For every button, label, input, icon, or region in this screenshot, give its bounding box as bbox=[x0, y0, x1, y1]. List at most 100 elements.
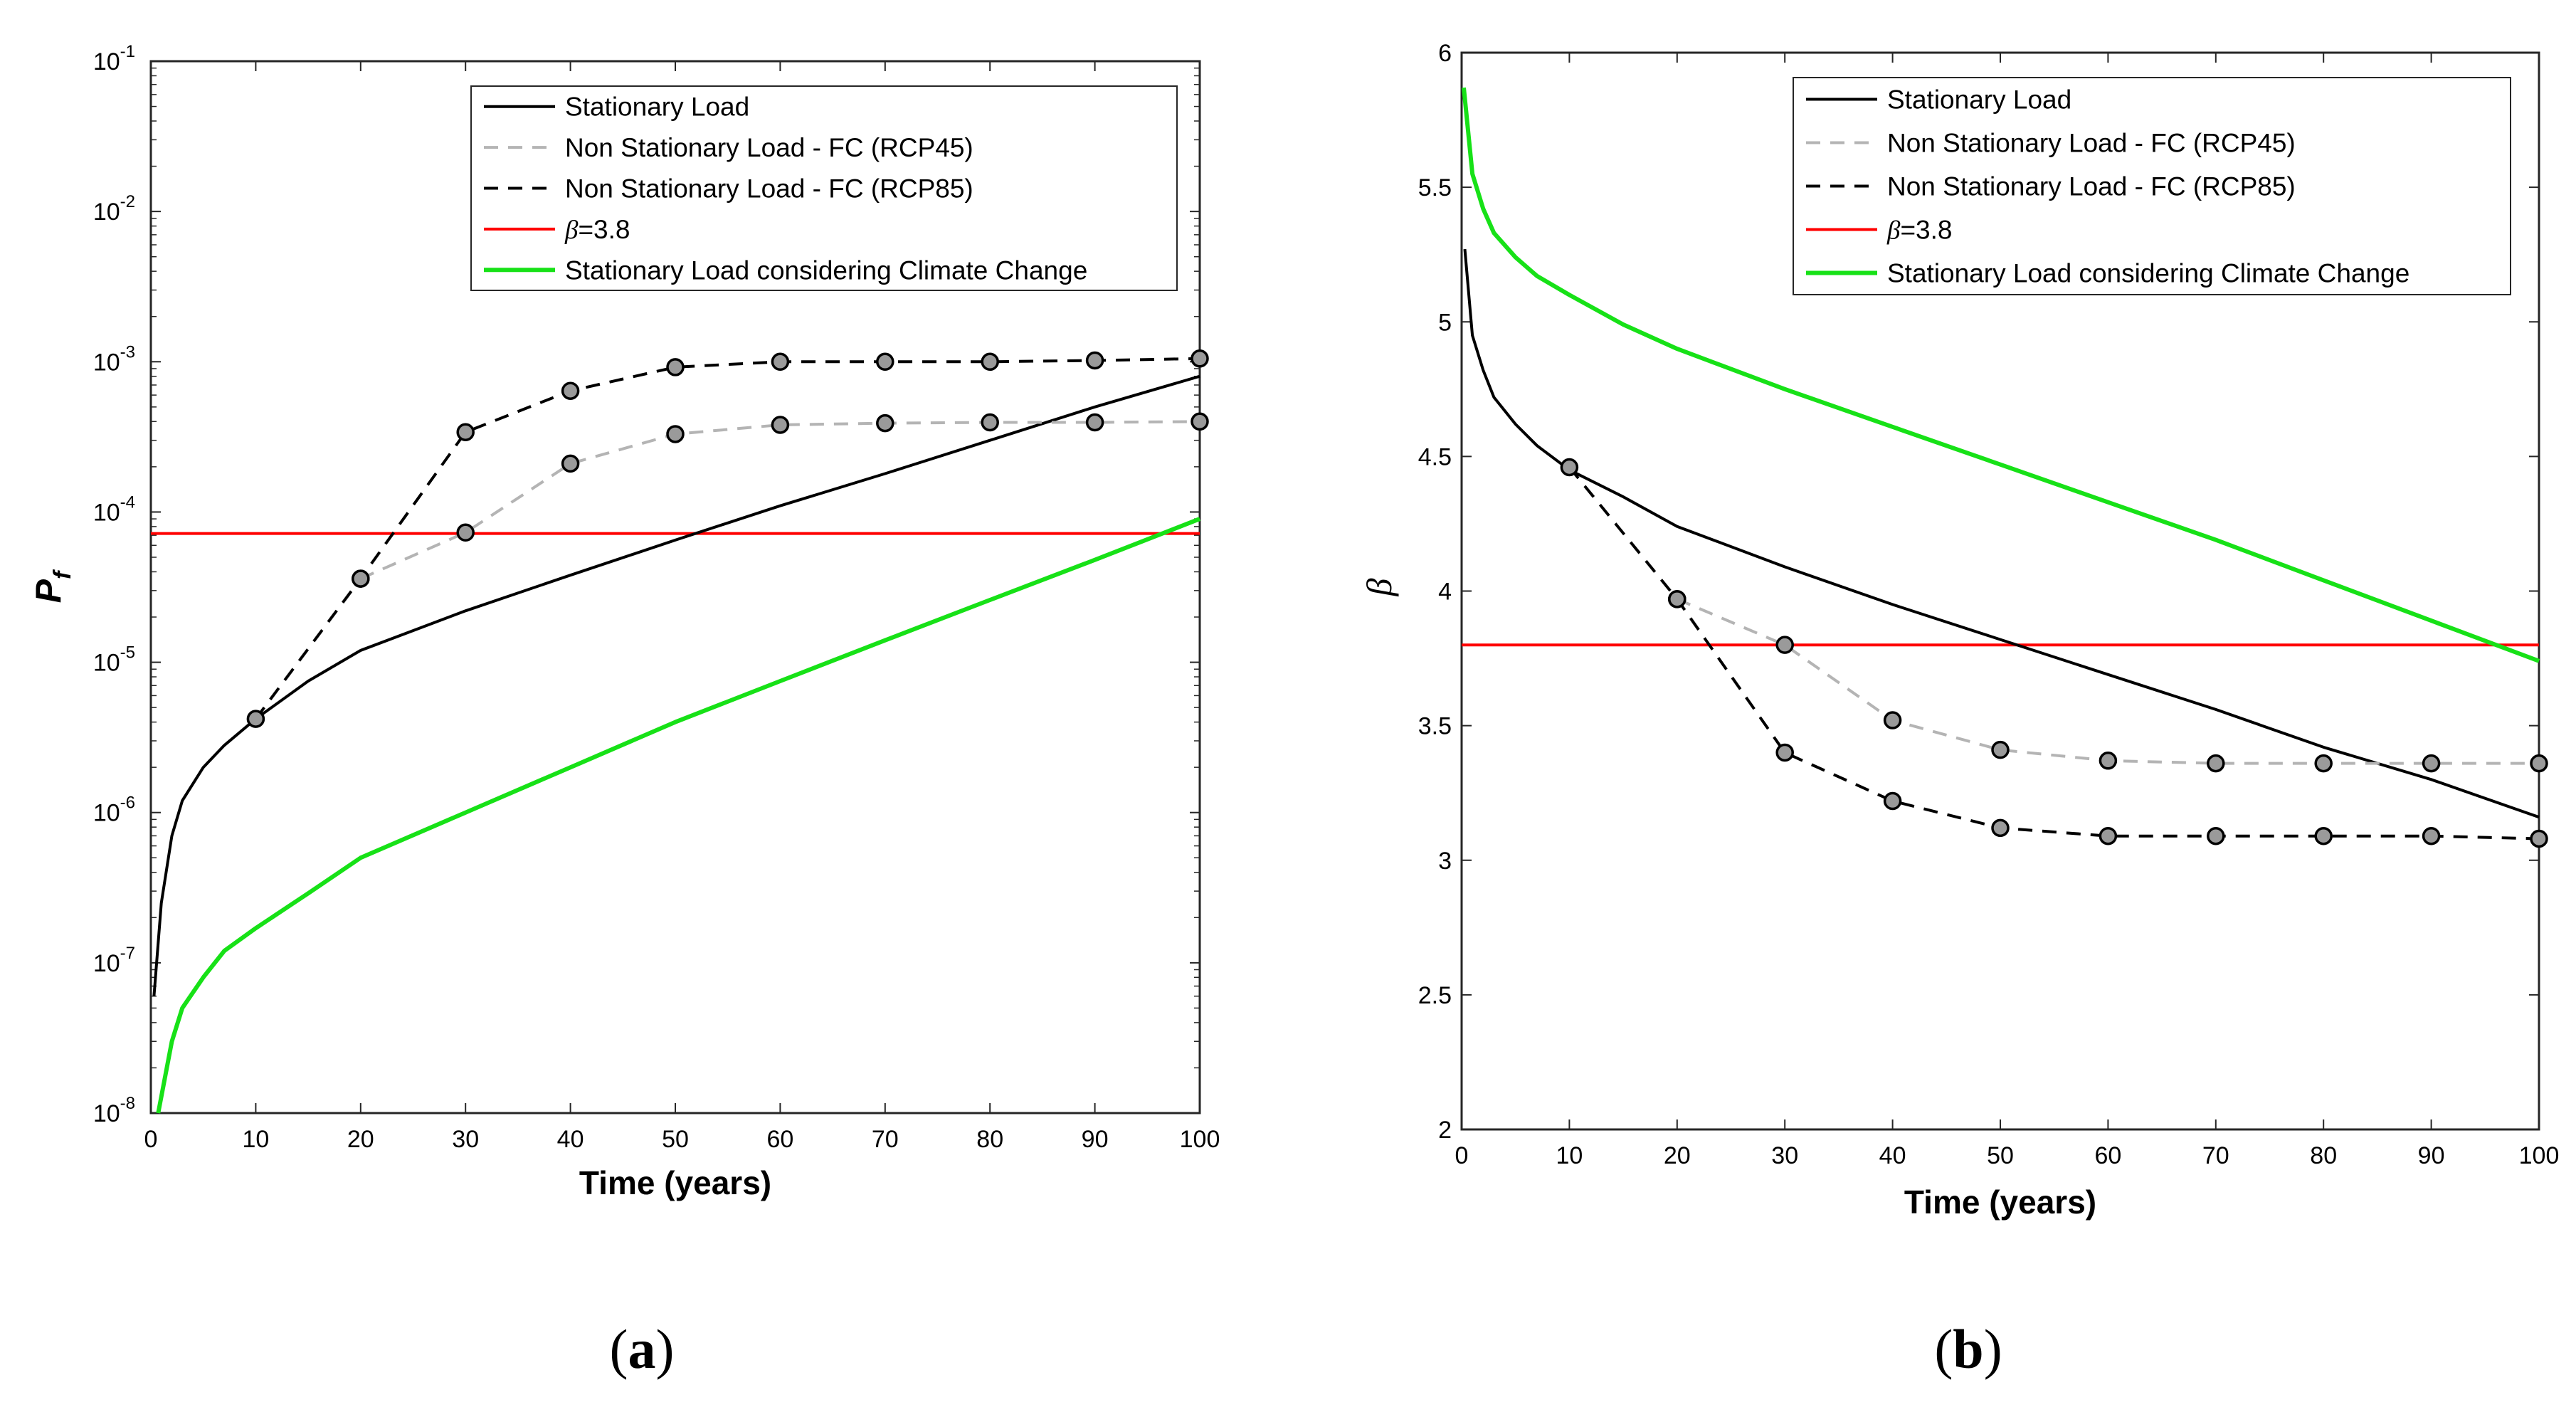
x-tick-label: 70 bbox=[2202, 1142, 2229, 1169]
legend-label: β=3.8 bbox=[564, 215, 630, 245]
series-2-point bbox=[2422, 826, 2441, 845]
series-1-point bbox=[2530, 754, 2548, 773]
y-tick-label: 6 bbox=[1438, 40, 1452, 67]
y-tick-label: 10-7 bbox=[93, 944, 135, 977]
x-tick-labels: 0 10 20 30 40 50 60 70 80 90 100 bbox=[144, 1126, 1220, 1153]
x-tick-label: 80 bbox=[2310, 1142, 2337, 1169]
y-tick-labels: 2 2.5 3 3.5 4 4.5 5 5.5 6 bbox=[1418, 40, 1452, 1144]
x-tick-label: 90 bbox=[2418, 1142, 2445, 1169]
x-tick-label: 80 bbox=[976, 1126, 1003, 1153]
series-2-point bbox=[771, 352, 790, 371]
legend-label: β=3.8 bbox=[1886, 216, 1952, 246]
series-2-point bbox=[1560, 458, 1579, 477]
series-1-point bbox=[2099, 752, 2118, 770]
panel-label-a-letter: a bbox=[628, 1318, 656, 1380]
series-1-point bbox=[666, 425, 685, 443]
x-tick-label: 50 bbox=[1987, 1142, 2014, 1169]
y-tick-labels: 10-8 10-7 10-6 10-5 10-4 10-3 10-2 10-1 bbox=[93, 42, 135, 1127]
series-line-0 bbox=[1463, 248, 2540, 819]
x-tick-label: 20 bbox=[1664, 1142, 1691, 1169]
series-2-point bbox=[666, 358, 685, 376]
y-tick-label: 10-4 bbox=[93, 492, 135, 526]
x-tick-labels: 0 10 20 30 40 50 60 70 80 90 100 bbox=[1455, 1142, 2560, 1169]
x-tick-label: 30 bbox=[452, 1126, 479, 1153]
series-1-point bbox=[771, 416, 790, 434]
y-tick-label: 3.5 bbox=[1418, 713, 1452, 740]
series-line-1 bbox=[359, 420, 1200, 580]
y-tick-label: 10-8 bbox=[93, 1094, 135, 1127]
series-2-point bbox=[2530, 829, 2548, 848]
series-line-0 bbox=[152, 374, 1200, 996]
series-1-point bbox=[2314, 754, 2333, 773]
legend-label: Non Stationary Load - FC (RCP45) bbox=[565, 133, 973, 162]
legend-label: Stationary Load considering Climate Chan… bbox=[565, 255, 1087, 285]
y-tick-label: 10-1 bbox=[93, 42, 135, 75]
x-tick-label: 60 bbox=[766, 1126, 793, 1153]
series-1-point bbox=[456, 523, 475, 542]
chart-panel-b: 2 2.5 3 3.5 4 4.5 5 5.5 6 0 10 20 30 40 50 60 70 80 90 100… bbox=[1359, 40, 2559, 1380]
legend-label: Non Stationary Load - FC (RCP45) bbox=[1887, 129, 2296, 158]
x-tick-label: 40 bbox=[557, 1126, 584, 1153]
series-2-point bbox=[2314, 826, 2333, 845]
x-axis-label: Time (years) bbox=[579, 1164, 771, 1201]
y-axis-label: Pf bbox=[28, 569, 76, 603]
series-2-point bbox=[1775, 743, 1794, 762]
legend-label: Stationary Load bbox=[565, 93, 749, 122]
series-1-point bbox=[2207, 754, 2225, 773]
series-2-point bbox=[2099, 826, 2118, 845]
series-2-point bbox=[1883, 791, 1902, 811]
legend-label: Stationary Load bbox=[1887, 85, 2071, 115]
series-1-point bbox=[2422, 754, 2441, 773]
series-1-point bbox=[1883, 711, 1902, 729]
legend-label: Stationary Load considering Climate Chan… bbox=[1887, 259, 2409, 288]
x-tick-label: 10 bbox=[242, 1126, 269, 1153]
series-layer bbox=[151, 349, 1209, 1114]
y-tick-label: 5 bbox=[1438, 309, 1452, 336]
legend: Stationary Load Non Stationary Load - FC … bbox=[1793, 77, 2511, 295]
y-axis-label-main: P bbox=[28, 579, 68, 603]
legend-label: Non Stationary Load - FC (RCP85) bbox=[565, 174, 973, 204]
chart-panel-a: 10-8 10-7 10-6 10-5 10-4 10-3 10-2 10-1 0 10 20 30… bbox=[28, 42, 1220, 1380]
panel-label-a: (a) bbox=[610, 1318, 675, 1380]
legend: Stationary Load Non Stationary Load - FC … bbox=[470, 85, 1178, 291]
x-tick-label: 0 bbox=[1455, 1142, 1469, 1169]
x-tick-label: 10 bbox=[1556, 1142, 1583, 1169]
series-1-point bbox=[1775, 636, 1794, 654]
legend-box bbox=[1793, 77, 2511, 295]
series-2-point bbox=[981, 352, 999, 371]
tick-marks bbox=[1461, 52, 2540, 1130]
series-layer bbox=[1462, 87, 2548, 848]
series-2-point bbox=[876, 352, 894, 371]
x-tick-label: 90 bbox=[1082, 1126, 1109, 1153]
series-2-point bbox=[1085, 351, 1104, 370]
series-1-point bbox=[876, 413, 894, 433]
x-tick-label: 70 bbox=[872, 1126, 899, 1153]
x-tick-label: 50 bbox=[662, 1126, 689, 1153]
y-tick-label: 3 bbox=[1438, 848, 1452, 875]
x-tick-label: 30 bbox=[1771, 1142, 1798, 1169]
series-line-2 bbox=[1568, 466, 2540, 840]
series-2-point bbox=[352, 569, 370, 588]
y-tick-label: 4.5 bbox=[1418, 443, 1452, 470]
legend-label: Non Stationary Load - FC (RCP85) bbox=[1887, 172, 2296, 201]
series-1-point bbox=[1191, 412, 1209, 431]
y-tick-label: 2 bbox=[1438, 1117, 1452, 1144]
panel-label-b-letter: b bbox=[1953, 1318, 1983, 1380]
x-tick-label: 100 bbox=[1180, 1126, 1220, 1153]
series-line-4 bbox=[156, 517, 1201, 1114]
panel-label-b: (b) bbox=[1934, 1318, 2002, 1380]
y-tick-label: 4 bbox=[1438, 579, 1452, 606]
series-2-point bbox=[1668, 590, 1686, 608]
x-tick-label: 100 bbox=[2519, 1142, 2560, 1169]
x-tick-label: 20 bbox=[347, 1126, 374, 1153]
series-2-point bbox=[1991, 818, 2010, 838]
series-1-point bbox=[561, 454, 580, 473]
y-tick-label: 2.5 bbox=[1418, 982, 1452, 1009]
y-tick-label: 10-3 bbox=[93, 342, 135, 376]
series-2-point bbox=[246, 710, 265, 728]
series-2-point bbox=[1191, 349, 1209, 368]
series-line-4 bbox=[1462, 87, 2540, 663]
y-tick-label: 5.5 bbox=[1418, 174, 1452, 201]
x-axis-label: Time (years) bbox=[1904, 1184, 2096, 1221]
